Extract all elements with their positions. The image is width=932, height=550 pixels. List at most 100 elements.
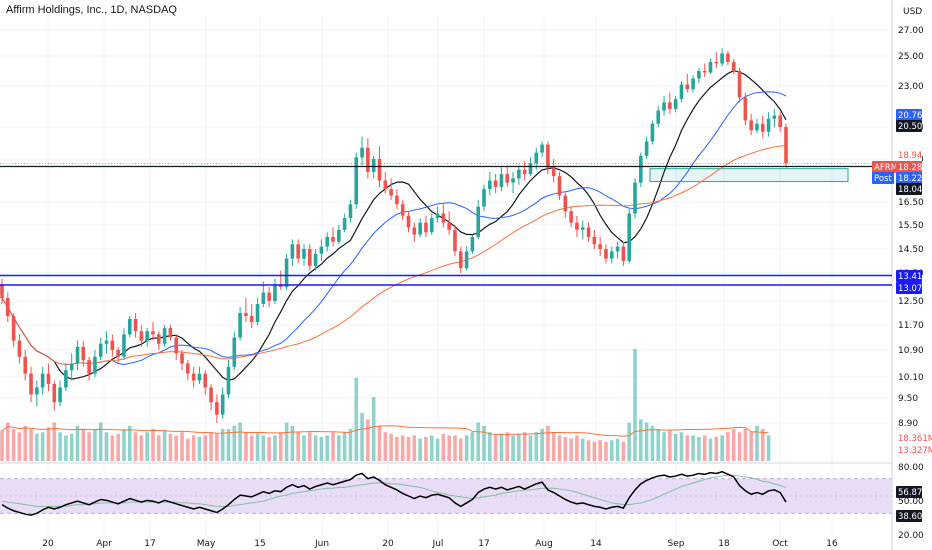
candle-body-15 bbox=[87, 360, 91, 374]
tag-support-text: 18.04 bbox=[898, 185, 922, 195]
tag-post-value-bg bbox=[896, 172, 922, 184]
candle-88 bbox=[511, 171, 515, 194]
candle-43 bbox=[249, 304, 254, 329]
volume-bar-1 bbox=[6, 422, 10, 461]
candle-body-80 bbox=[464, 251, 469, 269]
candle-51 bbox=[296, 239, 300, 264]
x-tick-3: May bbox=[197, 539, 216, 549]
volume-bar-69 bbox=[400, 435, 405, 461]
volume-bar-89 bbox=[517, 433, 521, 461]
volume-bar-8 bbox=[46, 427, 51, 461]
volume-bar-35 bbox=[203, 435, 208, 461]
candle-body-33 bbox=[191, 373, 196, 381]
tag-sma-fast-bg bbox=[896, 109, 922, 121]
volume-bar-77 bbox=[447, 435, 451, 461]
tag-level-high-text: 13.41 bbox=[898, 272, 922, 282]
candle-body-102 bbox=[592, 237, 597, 245]
volume-bar-51 bbox=[296, 432, 300, 461]
candle-body-28 bbox=[162, 328, 167, 344]
candle-102 bbox=[592, 229, 597, 249]
price-tick-0: 27.00 bbox=[898, 26, 924, 36]
volume-bar-102 bbox=[592, 441, 597, 461]
candle-body-20 bbox=[116, 350, 120, 357]
time-axis[interactable]: 20 Apr 17 May 15 Jun 20 Jul 17 Aug 14 Sep 18 Oct 16 bbox=[42, 539, 838, 549]
volume-bar-71 bbox=[412, 435, 417, 461]
candle-body-17 bbox=[98, 343, 103, 357]
price-tick-10: 11.70 bbox=[898, 321, 924, 331]
candle-121 bbox=[702, 63, 707, 77]
volume-bar-19 bbox=[110, 435, 115, 461]
candle-20 bbox=[116, 346, 120, 364]
candle-body-114 bbox=[662, 102, 666, 111]
price-tick-14: 8.90 bbox=[898, 419, 918, 429]
candle-body-119 bbox=[691, 78, 695, 90]
volume-bar-22 bbox=[127, 425, 132, 461]
candle-119 bbox=[691, 75, 695, 93]
candle-body-91 bbox=[528, 163, 533, 175]
candle-57 bbox=[331, 227, 335, 247]
candle-3 bbox=[17, 334, 22, 364]
candle-122 bbox=[708, 59, 713, 74]
candle-127 bbox=[737, 68, 742, 103]
volume-bar-67 bbox=[389, 433, 393, 461]
volume-bar-56 bbox=[325, 435, 330, 461]
tag-last-value: 18.28 bbox=[896, 161, 922, 173]
volume-bar-36 bbox=[209, 432, 213, 461]
volume-bar-119 bbox=[691, 435, 695, 461]
candle-117 bbox=[679, 81, 684, 103]
x-tick-2: 17 bbox=[144, 539, 155, 549]
candle-58 bbox=[337, 225, 341, 245]
tag-level-low: 13.07 bbox=[896, 282, 922, 294]
rsi-tick-1: 50.00 bbox=[898, 497, 924, 507]
tag-last-value-bg bbox=[896, 161, 922, 173]
volume-bar-86 bbox=[499, 433, 504, 461]
candle-33 bbox=[191, 366, 196, 388]
tag-sma-fast-text: 20.76 bbox=[898, 111, 922, 121]
volume-bar-90 bbox=[522, 432, 527, 461]
volume-bar-39 bbox=[226, 429, 231, 461]
candle-body-89 bbox=[517, 169, 521, 179]
tag-volume-1-bg bbox=[896, 432, 932, 444]
candle-body-40 bbox=[232, 337, 237, 367]
candle-23 bbox=[133, 313, 138, 338]
tag-rsi-2: 38.60 bbox=[896, 510, 922, 522]
volume-bar-98 bbox=[569, 438, 573, 461]
candle-body-69 bbox=[400, 204, 405, 216]
tag-sma-slow: 18.94 bbox=[896, 149, 922, 161]
candle-96 bbox=[557, 171, 562, 200]
tag-sma-mid-text: 20.50 bbox=[898, 122, 922, 132]
volume-bar-60 bbox=[348, 429, 353, 461]
candle-44 bbox=[255, 298, 260, 325]
candle-body-66 bbox=[383, 180, 388, 190]
candle-125 bbox=[726, 50, 730, 65]
candle-body-107 bbox=[621, 246, 626, 261]
candle-104 bbox=[604, 244, 608, 264]
candle-body-108 bbox=[627, 213, 632, 261]
volume-bar-126 bbox=[731, 429, 736, 461]
tag-volume-1: 18.361M bbox=[896, 432, 932, 444]
candle-body-29 bbox=[168, 328, 173, 338]
candle-47 bbox=[273, 278, 277, 304]
candle-body-88 bbox=[511, 178, 515, 183]
chart-title: Affirm Holdings, Inc., 1D, NASDAQ bbox=[6, 4, 177, 16]
price-tick-6: 15.50 bbox=[898, 221, 924, 231]
candle-body-103 bbox=[598, 244, 602, 249]
volume-bar-72 bbox=[418, 438, 422, 461]
volume-bar-121 bbox=[702, 435, 707, 461]
volume-bar-10 bbox=[58, 432, 62, 461]
candle-body-99 bbox=[575, 222, 579, 230]
volume-bar-58 bbox=[337, 435, 341, 461]
volume-bar-32 bbox=[186, 438, 190, 461]
candle-68 bbox=[395, 189, 399, 209]
candle-body-83 bbox=[482, 189, 486, 207]
tag-post-label-bg bbox=[872, 172, 894, 184]
tag-sma-slow-bg bbox=[896, 149, 922, 161]
candle-94 bbox=[546, 141, 550, 175]
candle-69 bbox=[400, 199, 405, 221]
candle-19 bbox=[110, 334, 115, 357]
volume-bar-105 bbox=[609, 440, 614, 461]
candle-body-43 bbox=[249, 316, 254, 322]
volume-bar-79 bbox=[458, 438, 463, 461]
rsi-line bbox=[1, 470, 787, 516]
